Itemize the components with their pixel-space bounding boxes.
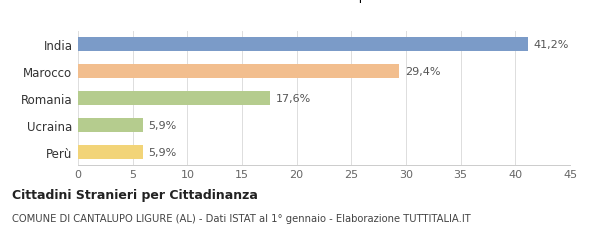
Text: Cittadini Stranieri per Cittadinanza: Cittadini Stranieri per Cittadinanza: [12, 188, 258, 201]
Legend: Asia, Africa, Europa, America: Asia, Africa, Europa, America: [192, 0, 456, 5]
Bar: [78, 38, 529, 52]
Text: 29,4%: 29,4%: [405, 67, 440, 77]
Text: 5,9%: 5,9%: [148, 120, 176, 130]
Text: 41,2%: 41,2%: [534, 40, 569, 50]
Text: COMUNE DI CANTALUPO LIGURE (AL) - Dati ISTAT al 1° gennaio - Elaborazione TUTTIT: COMUNE DI CANTALUPO LIGURE (AL) - Dati I…: [12, 213, 471, 223]
Bar: [78, 65, 400, 78]
Text: 17,6%: 17,6%: [276, 93, 311, 104]
Bar: [78, 145, 143, 159]
Text: 5,9%: 5,9%: [148, 147, 176, 157]
Bar: [78, 119, 143, 132]
Bar: [78, 92, 271, 105]
